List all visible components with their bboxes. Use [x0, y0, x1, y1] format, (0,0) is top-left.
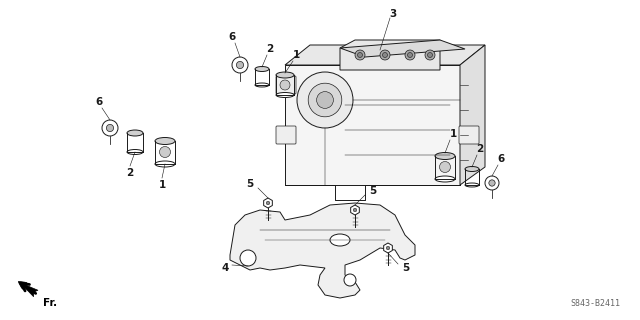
Circle shape	[236, 61, 244, 68]
Circle shape	[405, 50, 415, 60]
Ellipse shape	[435, 153, 455, 159]
Ellipse shape	[435, 176, 455, 182]
Circle shape	[240, 250, 256, 266]
Ellipse shape	[276, 72, 294, 78]
Circle shape	[308, 83, 342, 117]
Circle shape	[297, 72, 353, 128]
Polygon shape	[230, 203, 415, 298]
Circle shape	[425, 50, 435, 60]
Text: 5: 5	[403, 263, 410, 273]
Circle shape	[358, 52, 362, 58]
Text: 2: 2	[266, 44, 274, 54]
Ellipse shape	[127, 130, 143, 136]
Polygon shape	[351, 205, 359, 215]
Ellipse shape	[255, 83, 269, 87]
Text: 5: 5	[369, 186, 376, 196]
Circle shape	[266, 201, 269, 205]
Ellipse shape	[280, 80, 290, 90]
Polygon shape	[383, 243, 392, 253]
Text: 1: 1	[158, 180, 166, 190]
Text: 6: 6	[228, 32, 236, 42]
Polygon shape	[264, 198, 273, 208]
Polygon shape	[340, 40, 440, 70]
Circle shape	[232, 57, 248, 73]
Ellipse shape	[276, 92, 294, 98]
Text: 5: 5	[246, 179, 253, 189]
Ellipse shape	[465, 166, 479, 172]
Ellipse shape	[465, 183, 479, 187]
Circle shape	[428, 52, 433, 58]
Ellipse shape	[159, 147, 170, 157]
Polygon shape	[285, 45, 485, 65]
Text: Fr.: Fr.	[43, 298, 57, 308]
Text: 2: 2	[126, 168, 134, 178]
Ellipse shape	[155, 138, 175, 145]
Circle shape	[387, 246, 390, 250]
Text: 6: 6	[497, 154, 504, 164]
Circle shape	[102, 120, 118, 136]
Circle shape	[485, 176, 499, 190]
Circle shape	[380, 50, 390, 60]
Circle shape	[106, 124, 114, 132]
FancyBboxPatch shape	[459, 126, 479, 144]
Ellipse shape	[330, 234, 350, 246]
Polygon shape	[340, 40, 465, 57]
Text: 2: 2	[476, 144, 484, 154]
FancyBboxPatch shape	[276, 76, 296, 94]
Text: S843-B2411: S843-B2411	[570, 299, 620, 308]
Text: 6: 6	[95, 97, 102, 107]
Circle shape	[489, 180, 495, 186]
Ellipse shape	[155, 161, 175, 167]
Circle shape	[353, 208, 356, 212]
Circle shape	[408, 52, 413, 58]
Polygon shape	[285, 65, 460, 185]
Text: 3: 3	[389, 9, 397, 19]
Ellipse shape	[127, 149, 143, 155]
Text: 1: 1	[449, 129, 456, 139]
Circle shape	[344, 274, 356, 286]
Ellipse shape	[440, 162, 451, 172]
Text: 1: 1	[292, 50, 300, 60]
Circle shape	[383, 52, 387, 58]
Circle shape	[317, 92, 333, 108]
Polygon shape	[460, 45, 485, 185]
FancyBboxPatch shape	[276, 126, 296, 144]
Text: 4: 4	[221, 263, 228, 273]
Circle shape	[355, 50, 365, 60]
Ellipse shape	[255, 67, 269, 71]
